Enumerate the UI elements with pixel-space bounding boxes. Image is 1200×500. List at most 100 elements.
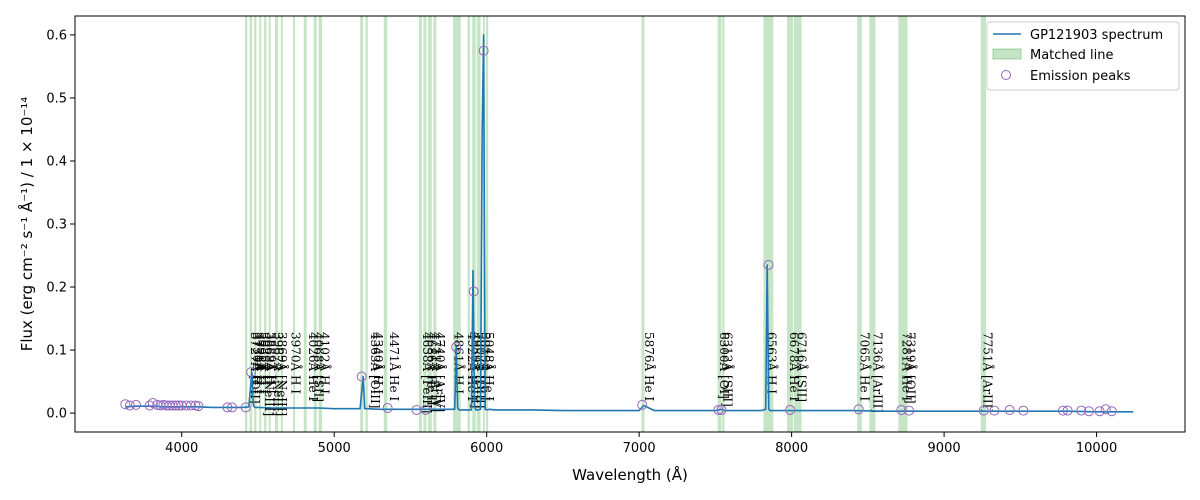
emission-peak-0 bbox=[120, 399, 131, 410]
matched-span-0 bbox=[245, 16, 248, 432]
line-label-18: 4711Å [ArIV] bbox=[429, 332, 444, 412]
matched-span-9 bbox=[303, 16, 307, 432]
emission-peak-32 bbox=[763, 259, 774, 270]
matched-span-13 bbox=[365, 16, 368, 432]
emission-peak-12 bbox=[173, 400, 184, 411]
emission-peak-42 bbox=[1062, 405, 1073, 416]
legend-peaks-swatch bbox=[1001, 70, 1011, 80]
emission-peak-3 bbox=[144, 400, 155, 411]
y-tick-label-0: 0.0 bbox=[46, 407, 67, 422]
line-label-27: 6300Å [OI] bbox=[717, 332, 732, 399]
matched-span-11 bbox=[318, 16, 323, 432]
line-label-16: 4658Å [FeIII] bbox=[420, 332, 435, 413]
x-tick-label-5: 9000 bbox=[928, 441, 961, 456]
matched-span-19 bbox=[453, 16, 461, 432]
emission-peak-27 bbox=[468, 286, 479, 297]
line-label-12: 4102Å H I bbox=[317, 332, 332, 394]
emission-peak-28 bbox=[478, 45, 489, 56]
y-tick-label-4: 0.4 bbox=[46, 154, 67, 169]
line-label-32: 7065Å He I bbox=[858, 332, 873, 401]
line-label-19: 4740Å [ArIV] bbox=[433, 332, 448, 412]
matched-span-6 bbox=[275, 16, 279, 432]
matched-span-24 bbox=[485, 16, 489, 432]
emission-peak-30 bbox=[713, 404, 724, 415]
matched-span-31 bbox=[857, 16, 862, 432]
line-label-15: 4471Å He I bbox=[387, 332, 402, 401]
emission-peak-34 bbox=[853, 404, 864, 415]
emission-peak-31 bbox=[716, 404, 727, 415]
line-label-20: 4861Å H I bbox=[452, 332, 467, 394]
emission-peak-33 bbox=[785, 404, 796, 415]
line-label-30: 6678Å He I bbox=[787, 332, 802, 401]
emission-peak-39 bbox=[1004, 404, 1015, 415]
line-label-34: 7281Å He I bbox=[899, 332, 914, 401]
x-axis-label: Wavelength (Å) bbox=[572, 465, 688, 484]
y-axis-label: Flux (erg cm⁻² s⁻¹ Å⁻¹) / 1 × 10⁻¹⁴ bbox=[17, 97, 36, 352]
x-tick-label-0: 4000 bbox=[165, 441, 198, 456]
line-label-36: 7751Å [ArIII] bbox=[981, 332, 996, 413]
emission-peak-4 bbox=[147, 398, 158, 409]
matched-span-30 bbox=[793, 16, 802, 432]
line-label-2: 3771Å H I bbox=[252, 332, 267, 394]
legend-matched-swatch bbox=[992, 48, 1022, 60]
emission-peak-21 bbox=[246, 367, 257, 378]
emission-peak-25 bbox=[420, 404, 431, 415]
emission-peak-15 bbox=[185, 400, 196, 411]
line-label-9: 3970Å H I bbox=[289, 332, 304, 394]
matched-span-17 bbox=[427, 16, 432, 432]
legend-peaks-label: Emission peaks bbox=[1030, 69, 1131, 84]
emission-peak-37 bbox=[978, 405, 989, 416]
matched-span-25 bbox=[641, 16, 645, 432]
matched-span-7 bbox=[280, 16, 283, 432]
line-label-8: 3869Å [NeIII] bbox=[275, 332, 290, 416]
y-axis-ticks: 0.0 0.1 0.2 0.3 0.4 0.5 0.6 bbox=[46, 28, 75, 422]
line-label-13: 4340Å H I bbox=[371, 332, 386, 394]
emission-peak-17 bbox=[193, 401, 204, 412]
matched-span-1 bbox=[249, 16, 253, 432]
emission-peak-2 bbox=[130, 399, 141, 410]
emission-peak-1 bbox=[124, 400, 135, 411]
matched-span-15 bbox=[418, 16, 422, 432]
emission-peak-38 bbox=[989, 405, 1000, 416]
y-tick-label-2: 0.2 bbox=[46, 281, 67, 296]
matched-span-18 bbox=[433, 16, 437, 432]
line-label-31: 6716Å [SII] bbox=[795, 332, 810, 402]
spectrum-series bbox=[125, 34, 1134, 413]
matched-span-4 bbox=[264, 16, 267, 432]
y-tick-label-6: 0.6 bbox=[46, 28, 67, 43]
matched-span-26 bbox=[717, 16, 722, 432]
spectrum-line bbox=[125, 34, 1134, 413]
emission-peak-36 bbox=[904, 405, 915, 416]
matched-span-8 bbox=[293, 16, 296, 432]
line-label-3: 3798Å H I bbox=[254, 332, 269, 394]
emission-peaks bbox=[120, 45, 1117, 417]
line-label-1: 3750Å H I bbox=[250, 332, 265, 394]
line-label-14: 4363Å [OIII] bbox=[368, 332, 383, 408]
emission-peak-18 bbox=[222, 402, 233, 413]
legend-matched-label: Matched line bbox=[1030, 48, 1114, 63]
y-tick-label-5: 0.5 bbox=[46, 91, 67, 106]
matched-span-5 bbox=[268, 16, 271, 432]
x-tick-label-4: 8000 bbox=[775, 441, 808, 456]
matched-span-27 bbox=[722, 16, 725, 432]
matched-line-spans bbox=[245, 16, 987, 432]
emission-peak-46 bbox=[1100, 404, 1111, 415]
matched-span-3 bbox=[259, 16, 262, 432]
emission-peak-11 bbox=[170, 400, 181, 411]
matched-span-20 bbox=[467, 16, 470, 432]
line-label-7: 3967Å [NeIII] bbox=[271, 332, 286, 416]
matched-span-34 bbox=[980, 16, 987, 432]
emission-peak-45 bbox=[1094, 406, 1105, 417]
matched-span-2 bbox=[254, 16, 257, 432]
y-tick-label-1: 0.1 bbox=[46, 344, 67, 359]
emission-peak-44 bbox=[1083, 406, 1094, 417]
matched-span-21 bbox=[472, 16, 476, 432]
matched-span-10 bbox=[313, 16, 317, 432]
emission-peak-19 bbox=[227, 402, 238, 413]
legend-box bbox=[986, 21, 1180, 91]
matched-span-28 bbox=[763, 16, 774, 432]
matched-span-12 bbox=[360, 16, 364, 432]
line-label-4: 3835Å H I bbox=[257, 332, 272, 394]
matched-span-29 bbox=[787, 16, 794, 432]
